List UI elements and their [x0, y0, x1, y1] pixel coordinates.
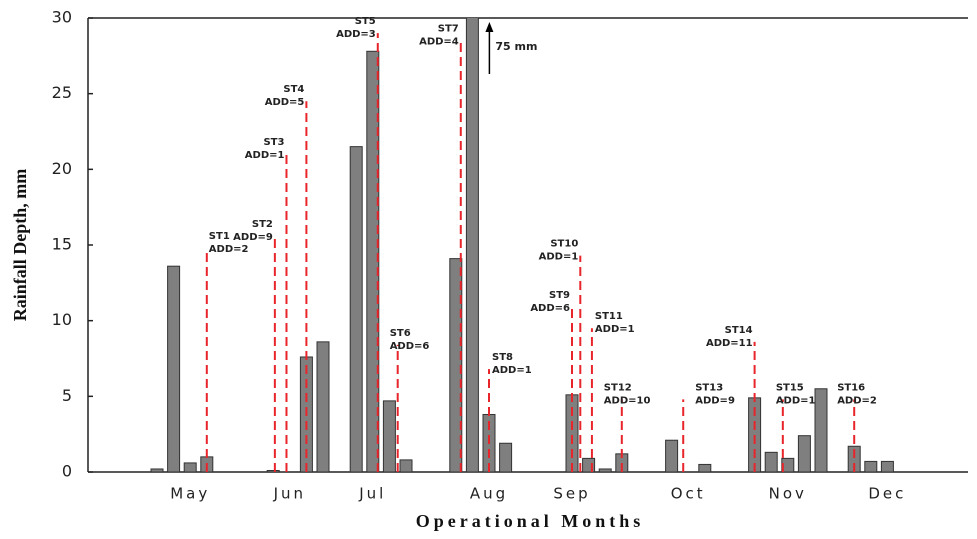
bar — [797, 435, 811, 472]
y-tick-label: 20 — [52, 159, 72, 178]
bar — [449, 258, 463, 472]
event-sublabel: ADD=9 — [233, 232, 273, 243]
bar — [598, 468, 612, 472]
event-label: ST16 — [837, 382, 865, 393]
event-label: ST11 — [595, 311, 623, 322]
bar — [864, 460, 878, 472]
x-axis-label: Operational Months — [416, 511, 645, 531]
event-sublabel: ADD=2 — [837, 395, 877, 406]
event-sublabel: ADD=1 — [539, 252, 579, 263]
bar — [880, 460, 894, 472]
event-sublabel: ADD=2 — [209, 244, 249, 255]
y-tick-label: 10 — [52, 310, 72, 329]
y-tick-label: 30 — [52, 8, 72, 27]
bar — [382, 400, 396, 472]
bar — [565, 394, 579, 472]
event-label: ST15 — [776, 382, 804, 393]
event-label: ST10 — [550, 239, 578, 250]
event-sublabel: ADD=4 — [419, 37, 459, 48]
event-label: ST2 — [252, 219, 273, 230]
x-tick-label: Aug — [470, 485, 508, 503]
y-tick-label: 25 — [52, 83, 72, 102]
bar — [183, 462, 197, 472]
y-tick-label: 15 — [52, 235, 72, 254]
event-sublabel: ADD=1 — [492, 365, 532, 376]
y-tick-label: 0 — [62, 462, 72, 481]
y-tick-label: 5 — [62, 386, 72, 405]
event-label: ST12 — [604, 382, 632, 393]
event-label: ST13 — [695, 382, 723, 393]
bar — [316, 341, 330, 472]
event-label: ST14 — [725, 325, 753, 336]
event-sublabel: ADD=11 — [706, 338, 753, 349]
y-axis-label: Rainfall Depth, mm — [10, 169, 30, 322]
event-sublabel: ADD=1 — [595, 324, 635, 335]
x-tick-label: Jun — [273, 485, 306, 503]
x-tick-label: Nov — [769, 485, 807, 503]
note-label: 75 mm — [495, 40, 537, 53]
event-sublabel: ADD=6 — [390, 341, 430, 352]
bar — [366, 50, 380, 472]
event-label: ST9 — [549, 290, 570, 301]
bar — [167, 265, 181, 472]
event-sublabel: ADD=3 — [336, 29, 376, 40]
x-tick-label: Jul — [358, 485, 386, 503]
bar — [781, 457, 795, 472]
bar — [847, 445, 861, 472]
event-label: ST8 — [492, 352, 513, 363]
bar — [349, 146, 363, 472]
event-sublabel: ADD=10 — [604, 395, 651, 406]
x-tick-label: Sep — [553, 485, 590, 503]
event-label: ST1 — [209, 231, 230, 242]
x-tick-label: May — [170, 485, 210, 503]
bar — [814, 388, 828, 472]
event-label: ST7 — [438, 24, 459, 35]
event-label: ST3 — [263, 137, 284, 148]
event-sublabel: ADD=1 — [245, 150, 285, 161]
bar — [764, 451, 778, 472]
bar — [150, 468, 164, 472]
event-sublabel: ADD=1 — [776, 395, 816, 406]
bar — [698, 463, 712, 472]
event-label: ST6 — [390, 328, 411, 339]
bar — [465, 18, 479, 472]
event-sublabel: ADD=5 — [265, 97, 305, 108]
plot-area — [150, 18, 894, 472]
x-tick-label: Oct — [671, 485, 706, 503]
bar — [399, 459, 413, 472]
note-arrowhead — [485, 22, 494, 32]
bar — [665, 439, 679, 472]
event-label: ST4 — [283, 84, 304, 95]
event-sublabel: ADD=6 — [530, 303, 570, 314]
event-label: ST5 — [355, 16, 376, 27]
event-sublabel: ADD=9 — [695, 395, 735, 406]
x-tick-label: Dec — [868, 485, 906, 503]
bar — [499, 442, 513, 472]
bar — [266, 469, 280, 472]
